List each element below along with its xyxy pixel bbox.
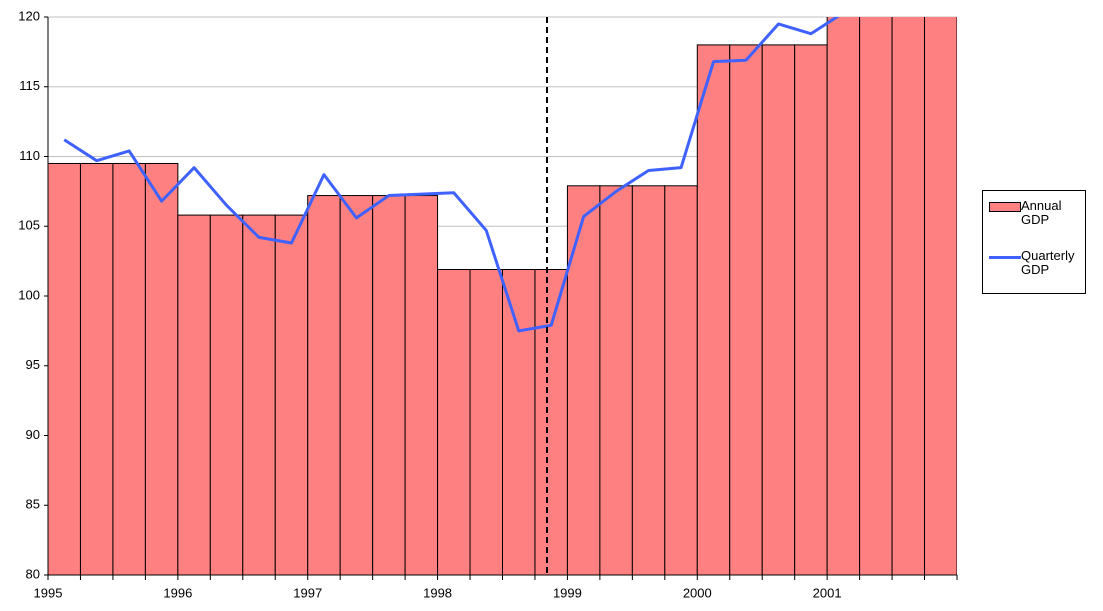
y-tick-label: 95: [26, 357, 40, 372]
bar: [859, 17, 893, 575]
bar: [924, 17, 957, 575]
bar: [502, 268, 536, 575]
y-tick-label: 100: [18, 287, 40, 302]
bar: [307, 195, 341, 575]
legend-swatch: [989, 202, 1021, 212]
bar: [696, 44, 731, 575]
y-tick-label: 105: [18, 218, 40, 233]
bar: [826, 17, 861, 575]
x-tick-label: 1995: [34, 585, 63, 600]
legend: Annual GDP Quarterly GDP: [982, 190, 1086, 294]
legend-item: Annual GDP: [989, 199, 1081, 227]
bar: [469, 268, 503, 575]
y-tick-label: 80: [26, 566, 40, 581]
bar: [599, 185, 633, 575]
bar: [404, 195, 439, 575]
legend-item: Quarterly GDP: [989, 249, 1081, 277]
x-tick-label: 1998: [423, 585, 452, 600]
bar: [761, 44, 796, 575]
bar: [79, 162, 114, 575]
bar: [339, 195, 374, 575]
bar: [534, 268, 568, 575]
bar: [242, 214, 276, 575]
bar: [144, 162, 179, 575]
x-tick-label: 2000: [683, 585, 712, 600]
bar: [48, 162, 81, 575]
x-tick-label: 1997: [293, 585, 322, 600]
bar: [664, 185, 698, 575]
legend-swatch: [989, 256, 1021, 259]
bar: [891, 17, 926, 575]
bar: [372, 195, 406, 575]
x-tick-label: 1999: [553, 585, 582, 600]
bar: [112, 162, 146, 575]
bar: [209, 214, 244, 575]
bar: [437, 268, 471, 575]
y-tick-label: 115: [19, 78, 40, 93]
y-tick-label: 110: [19, 148, 40, 163]
bar: [274, 214, 309, 575]
y-tick-label: 85: [26, 497, 40, 512]
x-tick-label: 1996: [163, 585, 192, 600]
legend-label: Quarterly GDP: [1021, 248, 1075, 277]
bar: [631, 185, 666, 575]
line: [63, 17, 840, 333]
bar: [729, 44, 763, 575]
bar: [177, 214, 211, 575]
legend-label: Annual GDP: [1021, 198, 1062, 227]
y-tick-label: 90: [26, 427, 40, 442]
bar: [794, 44, 828, 575]
x-tick-label: 2001: [813, 585, 842, 600]
bar: [566, 185, 601, 575]
y-tick-label: 120: [18, 8, 40, 23]
